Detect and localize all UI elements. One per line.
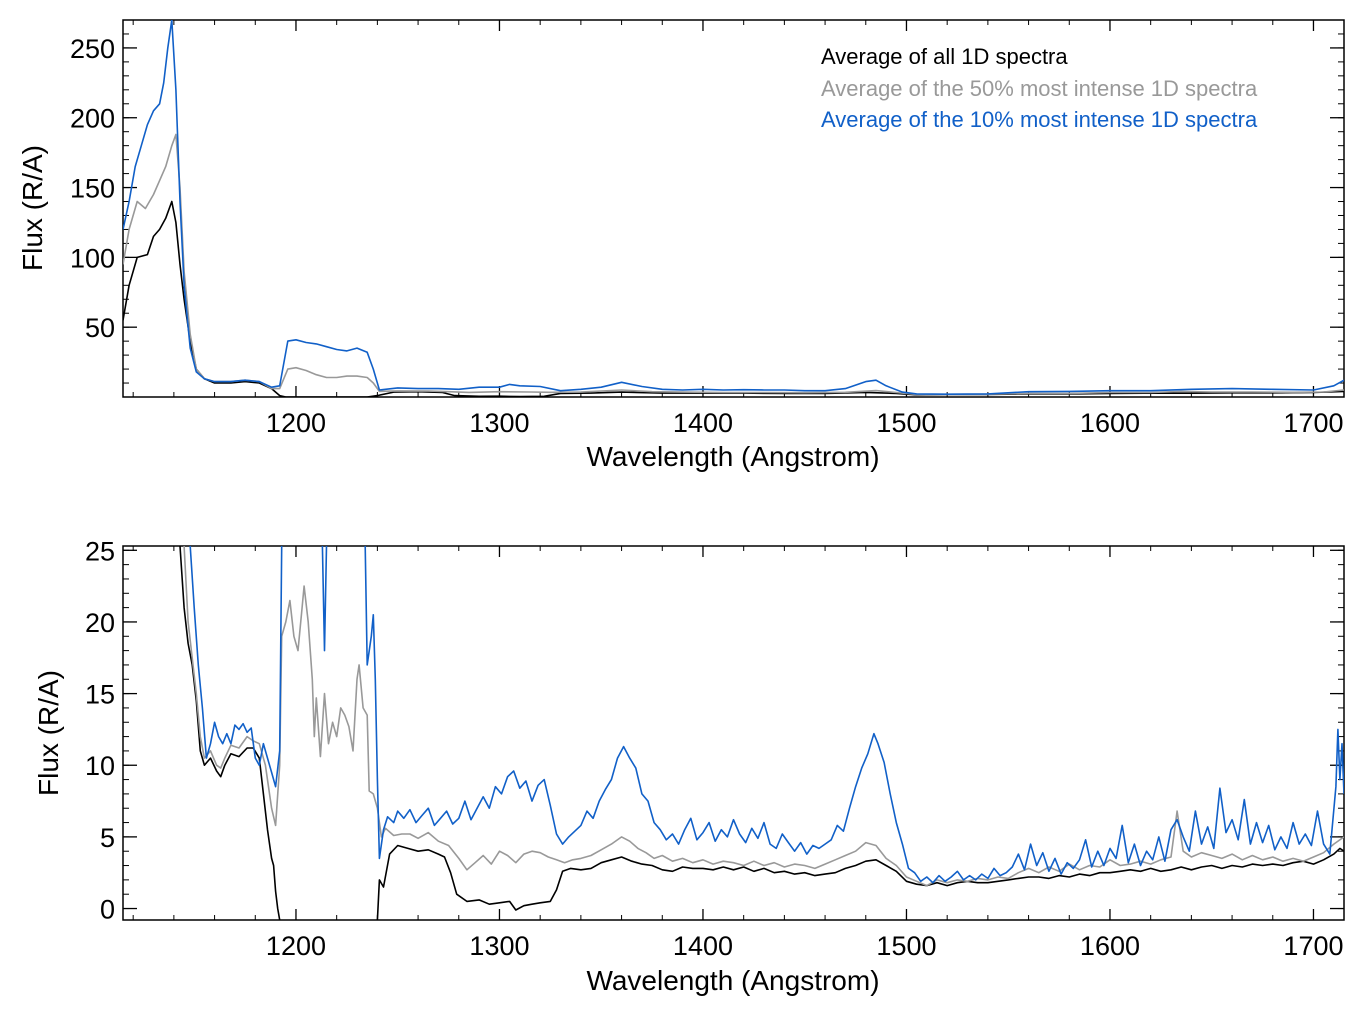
bottom-x-axis-title: Wavelength (Angstrom) (586, 965, 879, 996)
bottom-y-tick-labels: 0 5 10 15 20 25 (85, 536, 115, 924)
top-series-lines (123, 20, 1344, 397)
bottom-series-line-average_10pct (364, 546, 1344, 884)
bottom-x-tick-labels: 1200 1300 1400 1500 1600 1700 (266, 931, 1344, 961)
top-y-axis-title: Flux (R/A) (17, 145, 48, 271)
top-y-tick-labels: 50 100 150 200 250 (70, 34, 115, 343)
bottom-axis-ticks (123, 546, 1344, 920)
y-tick-label: 200 (70, 104, 115, 134)
y-tick-label: 150 (70, 174, 115, 204)
top-series-line-average_10pct (123, 20, 1344, 395)
legend-entry-50pct: Average of the 50% most intense 1D spect… (821, 76, 1258, 101)
top-x-axis-title: Wavelength (Angstrom) (586, 441, 879, 472)
y-tick-label: 250 (70, 34, 115, 64)
x-tick-label: 1300 (469, 931, 529, 961)
x-tick-label: 1500 (876, 931, 936, 961)
x-tick-label: 1400 (673, 931, 733, 961)
bottom-series-line-average_10pct (189, 546, 283, 788)
top-x-tick-labels: 1200 1300 1400 1500 1600 1700 (266, 408, 1344, 438)
x-tick-label: 1400 (673, 408, 733, 438)
y-tick-label: 100 (70, 243, 115, 273)
y-tick-label: 50 (85, 313, 115, 343)
y-tick-label: 5 (100, 823, 115, 853)
bottom-plot-frame (122, 545, 1345, 921)
bottom-series-line-average_all (376, 844, 1344, 920)
top-series-line-average_50pct (123, 133, 1344, 396)
x-tick-label: 1200 (266, 931, 326, 961)
y-tick-label: 10 (85, 751, 115, 781)
legend: Average of all 1D spectra Average of the… (821, 44, 1258, 132)
legend-entry-10pct: Average of the 10% most intense 1D spect… (821, 107, 1258, 132)
top-series-line-average_all (123, 200, 1344, 397)
x-tick-label: 1600 (1080, 408, 1140, 438)
bottom-y-axis-title: Flux (R/A) (33, 670, 64, 796)
top-axis-ticks (123, 19, 1344, 398)
top-plot-frame (122, 19, 1345, 398)
y-tick-label: 15 (85, 680, 115, 710)
legend-entry-all: Average of all 1D spectra (821, 44, 1068, 69)
y-tick-label: 20 (85, 608, 115, 638)
x-tick-label: 1500 (876, 408, 936, 438)
top-panel: 1200 1300 1400 1500 1600 1700 50100150200250 … (17, 19, 1345, 472)
y-tick-label: 25 (85, 536, 115, 566)
x-tick-label: 1700 (1283, 408, 1343, 438)
x-tick-label: 1700 (1283, 931, 1343, 961)
bottom-series-line-average_all (179, 546, 281, 920)
x-tick-label: 1300 (469, 408, 529, 438)
y-tick-label: 0 (100, 895, 115, 925)
bottom-series-lines (179, 546, 1344, 920)
bottom-panel: 1200 1300 1400 1500 1600 1700 0 5 10 15 20 25 Wave… (33, 536, 1345, 996)
x-tick-label: 1600 (1080, 931, 1140, 961)
x-tick-label: 1200 (266, 408, 326, 438)
bottom-series-line-average_10pct (321, 546, 328, 652)
